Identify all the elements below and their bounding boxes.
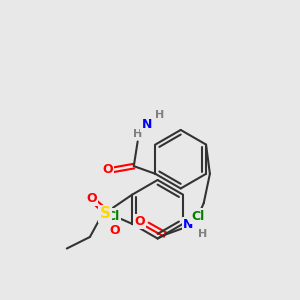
Text: H: H bbox=[198, 229, 207, 239]
Text: N: N bbox=[142, 118, 152, 131]
Text: H: H bbox=[133, 129, 142, 139]
Text: O: O bbox=[86, 192, 97, 205]
Text: O: O bbox=[109, 224, 120, 237]
Text: S: S bbox=[100, 206, 111, 221]
Text: Cl: Cl bbox=[192, 210, 205, 223]
Text: Cl: Cl bbox=[106, 210, 120, 223]
Text: H: H bbox=[154, 110, 164, 119]
Text: N: N bbox=[183, 218, 194, 231]
Text: O: O bbox=[134, 215, 145, 228]
Text: O: O bbox=[102, 164, 113, 176]
